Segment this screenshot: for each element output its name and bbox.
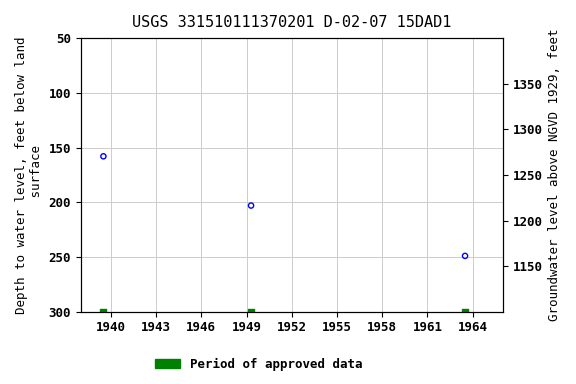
Point	[247, 202, 256, 209]
Y-axis label: Depth to water level, feet below land
 surface: Depth to water level, feet below land su…	[15, 36, 43, 314]
Point	[460, 309, 469, 315]
Point	[247, 309, 256, 315]
Point	[460, 253, 469, 259]
Legend: Period of approved data: Period of approved data	[150, 353, 368, 376]
Title: USGS 331510111370201 D-02-07 15DAD1: USGS 331510111370201 D-02-07 15DAD1	[132, 15, 452, 30]
Point	[98, 309, 108, 315]
Y-axis label: Groundwater level above NGVD 1929, feet: Groundwater level above NGVD 1929, feet	[548, 29, 561, 321]
Point	[98, 153, 108, 159]
